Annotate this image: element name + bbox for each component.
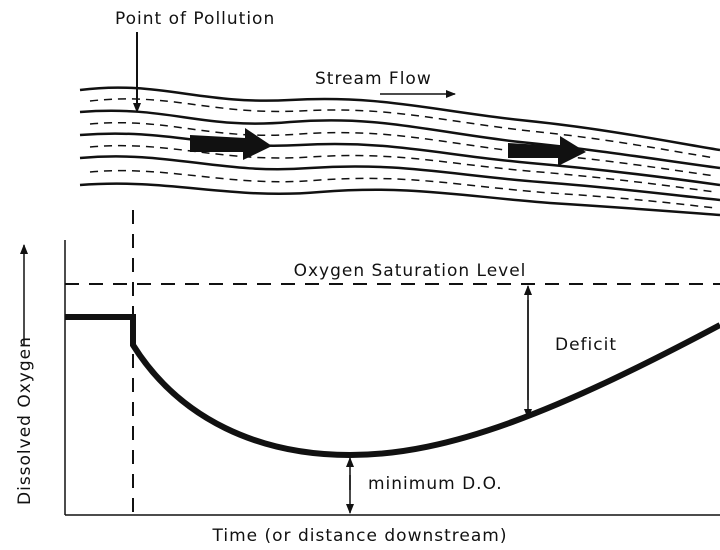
y-axis-label: Dissolved Oxygen: [15, 336, 35, 505]
x-axis-label: Time (or distance downstream): [212, 526, 508, 546]
saturation-label: Oxygen Saturation Level: [294, 261, 527, 281]
pollution-label: Point of Pollution: [115, 9, 275, 29]
do-curve: [65, 314, 720, 459]
deficit-label: Deficit: [555, 335, 617, 355]
stream: [79, 86, 720, 217]
flow-label: Stream Flow: [315, 69, 432, 89]
minimum-label: minimum D.O.: [368, 474, 503, 494]
